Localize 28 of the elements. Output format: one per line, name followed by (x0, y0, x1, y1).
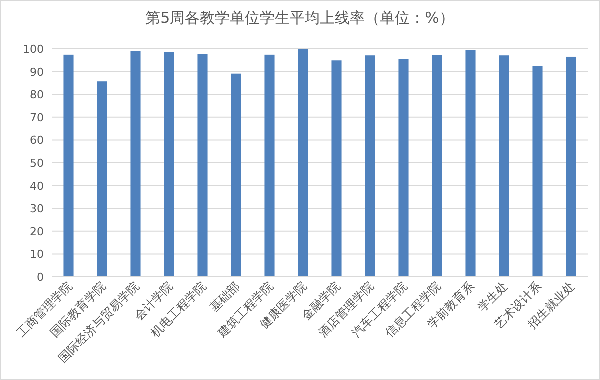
y-tick-label: 60 (30, 134, 44, 148)
bar (432, 55, 442, 277)
y-tick-label: 100 (23, 43, 44, 56)
bar (365, 56, 376, 277)
bar (97, 82, 108, 277)
y-tick-label: 50 (30, 157, 44, 170)
bar (64, 54, 74, 277)
bar (398, 59, 409, 277)
y-tick-label: 70 (30, 111, 44, 124)
bar (130, 51, 141, 277)
bar (466, 50, 476, 277)
y-tick-label: 80 (30, 88, 44, 102)
y-tick-label: 20 (30, 225, 44, 238)
bar (298, 49, 308, 277)
bar (532, 66, 543, 277)
bar (264, 54, 275, 277)
y-tick-label: 0 (37, 271, 44, 284)
bar (198, 54, 208, 277)
y-tick-label: 90 (30, 66, 44, 79)
chart-title: 第5周各教学单位学生平均上线率（单位：%） (146, 9, 454, 27)
y-tick-label: 10 (30, 248, 44, 262)
bar (332, 60, 342, 277)
bar (231, 74, 242, 277)
bar (566, 56, 576, 277)
bar (499, 56, 510, 277)
y-tick-label: 30 (30, 202, 44, 216)
y-tick-label: 40 (30, 180, 44, 193)
bar (164, 52, 174, 277)
